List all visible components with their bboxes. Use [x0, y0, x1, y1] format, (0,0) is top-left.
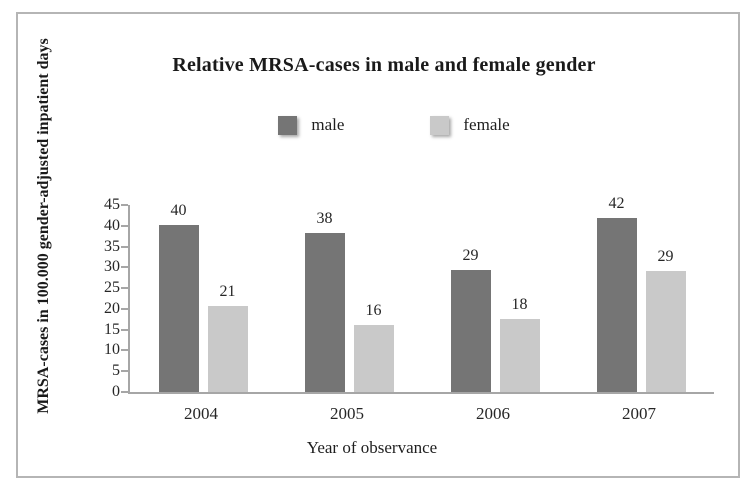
- bar-female-2006: 18: [499, 296, 540, 392]
- y-tick-label: 0: [112, 383, 120, 400]
- y-tick-mark: [121, 224, 128, 227]
- plot-area: 40 21 38 16 29 18 42 29: [121, 195, 714, 394]
- y-tick-label: 45: [104, 196, 120, 213]
- y-tick-label: 5: [112, 362, 120, 380]
- bar-group-2007: 42 29: [568, 195, 714, 392]
- legend: male female: [34, 115, 754, 135]
- y-tick-mark: [121, 307, 128, 310]
- y-tick-label: 40: [104, 216, 120, 234]
- bar-value-label: 29: [462, 246, 479, 264]
- y-tick-mark: [121, 349, 128, 352]
- x-tick-label-2004: 2004: [184, 404, 218, 423]
- x-axis-tick-labels: 2004 2005 2006 2007: [128, 404, 712, 424]
- y-tick-label: 10: [104, 341, 120, 359]
- bar-male-2006: 29: [450, 247, 491, 392]
- x-tick-label-2005: 2005: [330, 404, 364, 423]
- y-tick-label: 20: [104, 299, 120, 317]
- y-tick-mark: [121, 391, 128, 393]
- bar-value-label: 40: [170, 201, 187, 219]
- y-axis-title: MRSA-cases in 100.000 gender-adjusted in…: [35, 38, 52, 414]
- legend-label-female: female: [463, 115, 510, 134]
- bar-female-2004: 21: [207, 283, 248, 392]
- y-tick-mark: [121, 266, 128, 269]
- y-tick-label: 30: [104, 258, 120, 276]
- y-tick-label: 35: [104, 237, 120, 255]
- bar-male-2004: 40: [158, 202, 199, 392]
- chart-title: Relative MRSA-cases in male and female g…: [172, 54, 596, 76]
- bar-value-label: 18: [511, 296, 528, 314]
- y-tick-mark: [121, 328, 128, 331]
- bar-group-2004: 40 21: [130, 202, 276, 392]
- bar-male-2005: 38: [304, 210, 345, 392]
- legend-swatch-male: [278, 115, 298, 135]
- y-tick-mark: [121, 287, 128, 290]
- legend-label-male: male: [311, 115, 345, 134]
- bar-value-label: 42: [608, 195, 625, 213]
- y-tick-label: 15: [104, 320, 120, 338]
- bar-value-label: 38: [316, 210, 333, 228]
- legend-swatch-female: [430, 115, 450, 135]
- y-axis-tick-labels: 0 5 10 15 20 25 30 35 40 45: [78, 196, 120, 400]
- bar-value-label: 16: [365, 301, 382, 319]
- y-tick-mark: [121, 245, 128, 248]
- chart-figure: Relative MRSA-cases in male and female g…: [16, 12, 740, 478]
- bar-female-2007: 29: [645, 248, 686, 392]
- bar-value-label: 29: [657, 247, 674, 265]
- x-tick-label-2006: 2006: [476, 404, 510, 423]
- y-tick-mark: [121, 204, 128, 206]
- y-tick-mark: [121, 370, 128, 373]
- bar-groups: 40 21 38 16 29 18 42 29: [130, 195, 714, 392]
- bar-group-2005: 38 16: [276, 205, 422, 392]
- bar-group-2006: 29 18: [422, 205, 568, 392]
- bar-female-2005: 16: [353, 302, 394, 392]
- y-tick-label: 25: [104, 279, 120, 297]
- bar-value-label: 21: [219, 283, 236, 301]
- x-tick-label-2007: 2007: [622, 404, 656, 423]
- x-axis-title: Year of observance: [306, 438, 438, 457]
- bar-male-2007: 42: [596, 195, 637, 392]
